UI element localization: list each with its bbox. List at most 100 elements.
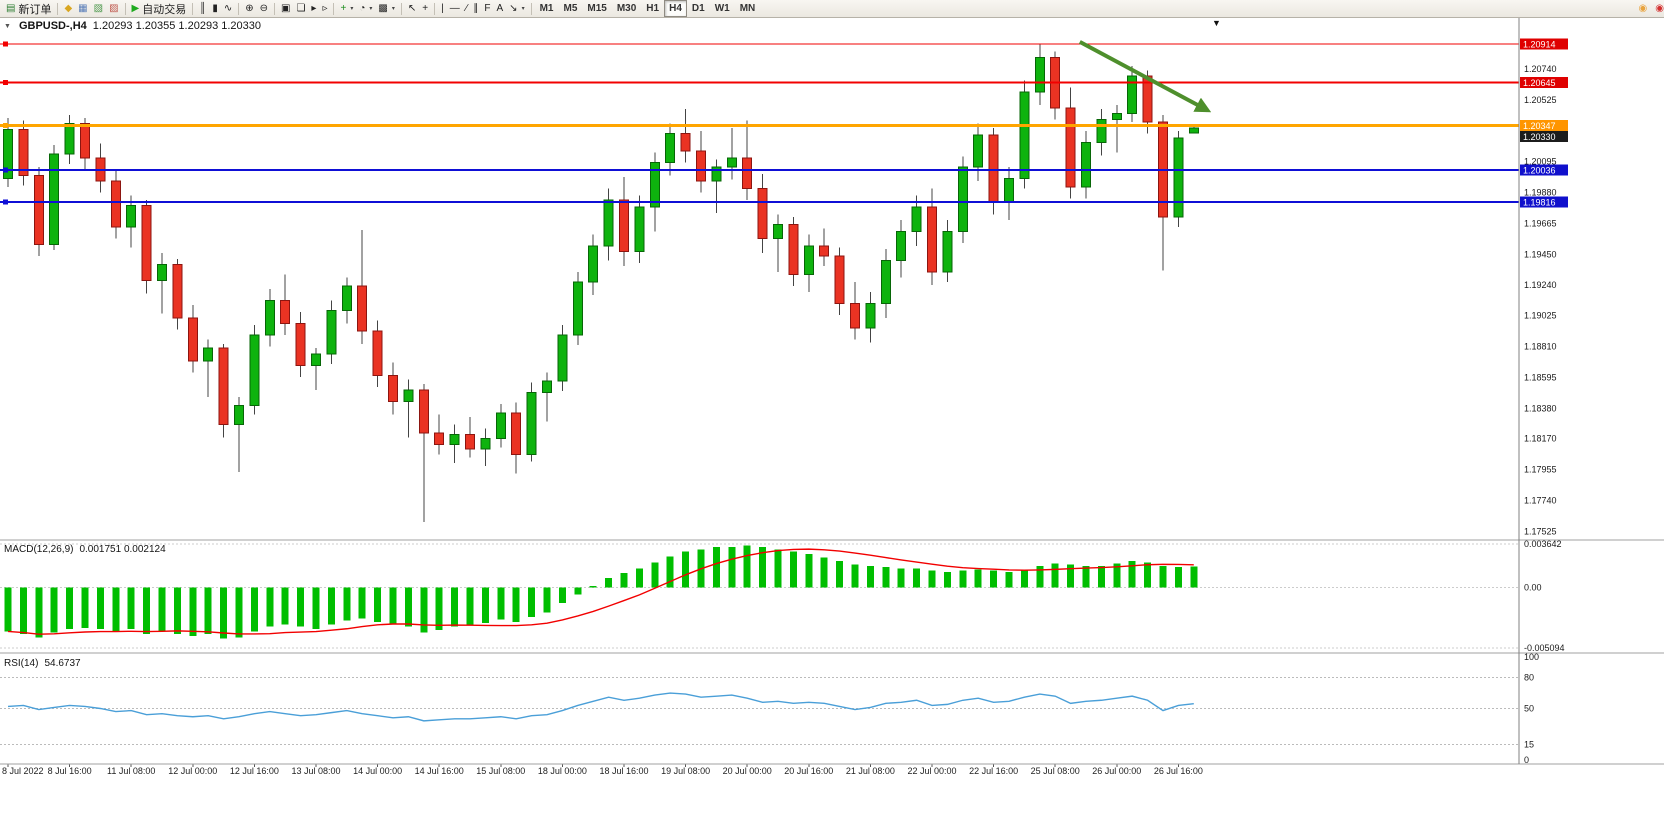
macd-bar [943, 571, 951, 588]
text-icon[interactable]: A [494, 1, 507, 16]
indicators-icon[interactable]: + ▾ [337, 1, 356, 16]
tile-windows-icon[interactable]: ▣ [278, 1, 293, 16]
line-handle[interactable] [3, 80, 8, 86]
macd-label: MACD(12,26,9) 0.001751 0.002124 [4, 544, 166, 555]
timeframe-m15[interactable]: M15 [587, 3, 607, 14]
community-icon[interactable]: ◉ [1636, 1, 1651, 16]
hline-pivot-line[interactable] [0, 122, 1519, 128]
macd-bar [189, 587, 197, 637]
candlestick-chart-icon[interactable]: ▮ [209, 1, 221, 16]
hline-support-2[interactable] [0, 199, 1519, 205]
time-tick-label: 15 Jul 08:00 [476, 766, 525, 776]
zoom-in-icon: ⊕ [245, 2, 254, 14]
cursor-icon[interactable]: ↖ [405, 1, 419, 16]
time-tick-label: 8 Jul 16:00 [48, 766, 92, 776]
line-handle[interactable] [3, 122, 8, 128]
macd-tick-label: 0.00 [1524, 582, 1542, 592]
chart-area: 1.207401.205251.203101.200951.198801.196… [0, 17, 1664, 833]
zoom-in-icon[interactable]: ⊕ [242, 1, 256, 16]
price-tick-label: 1.18380 [1524, 404, 1557, 414]
line-handle[interactable] [3, 167, 8, 173]
timeframe-mn[interactable]: MN [739, 3, 756, 14]
candle-down [850, 302, 860, 329]
timeframe-d1[interactable]: D1 [691, 3, 705, 14]
macd-bar [728, 546, 736, 588]
toolbar-separator [333, 2, 335, 15]
candle-up [264, 300, 275, 336]
macd-bar [250, 587, 258, 632]
candle-up [1096, 118, 1107, 143]
arrows-icon[interactable]: ↘ ▾ [506, 1, 527, 16]
trend-arrow-icon[interactable] [1078, 40, 1212, 113]
macd-bar [312, 587, 320, 630]
candle-up [326, 310, 337, 355]
hline-resistance-1[interactable] [0, 41, 1519, 47]
chart-shift-icon[interactable]: ▹ [319, 1, 330, 16]
cascade-windows-icon[interactable]: ❏ [293, 1, 308, 16]
price-tick-label: 1.18595 [1524, 373, 1557, 383]
candle-up [649, 161, 660, 208]
candle-up [1173, 137, 1184, 218]
market-watch-icon[interactable]: ◆ [61, 1, 75, 16]
new-order-button[interactable]: ▤ 新订单 [3, 1, 54, 16]
line-chart-icon[interactable]: ∿ [221, 1, 235, 16]
candle-up [249, 334, 260, 407]
timeframe-m5[interactable]: M5 [563, 3, 578, 14]
crosshair-icon[interactable]: + [419, 1, 431, 16]
auto-scroll-icon[interactable]: ▸ [308, 1, 319, 16]
macd-bar [1113, 563, 1121, 588]
notifications-icon[interactable]: ◉ [1652, 1, 1664, 16]
time-tick-label: 11 Jul 08:00 [107, 766, 155, 776]
price-tag-resistance-2 [1520, 77, 1568, 89]
candle-up [234, 405, 244, 425]
timeframe-m30[interactable]: M30 [616, 3, 637, 14]
trendline-icon[interactable]: ∕ [463, 1, 471, 16]
candle-down [680, 133, 691, 152]
collapse-chart-icon[interactable]: ▼ [4, 22, 11, 30]
navigator-icon[interactable]: ▧ [91, 1, 106, 16]
time-tick-label: 22 Jul 16:00 [969, 766, 1018, 776]
navigator-icon: ▧ [93, 2, 104, 14]
hline-resistance-2[interactable] [0, 80, 1519, 86]
candle-up [557, 334, 568, 382]
chart-symbol-period: GBPUSD-,H4 [18, 20, 87, 32]
periods-icon[interactable]: ◔ ▾ [356, 1, 375, 16]
macd-bar [143, 587, 151, 634]
chart-shift-marker[interactable]: ▼ [1212, 18, 1221, 28]
time-tick-label: 13 Jul 08:00 [291, 766, 340, 776]
candle-up [49, 153, 60, 245]
cascade-windows-icon: ❏ [296, 2, 306, 14]
autotrade-button[interactable]: ▶ 自动交易 [129, 1, 190, 16]
trend-arrow-object[interactable] [1078, 40, 1212, 113]
timeframe-m1[interactable]: M1 [539, 3, 554, 14]
macd-bar [543, 587, 551, 613]
chart-header: ▼ GBPUSD-,H4 1.20293 1.20355 1.20293 1.2… [4, 20, 261, 32]
line-handle[interactable] [3, 41, 8, 47]
candle-down [357, 285, 368, 332]
templates-icon[interactable]: ▩ ▾ [375, 1, 397, 16]
timeframe-h4[interactable]: H4 [664, 0, 687, 17]
horizontal-line-icon[interactable]: — [447, 1, 463, 16]
timeframe-h1[interactable]: H1 [646, 3, 660, 14]
toolbar: ▤ 新订单 ◆ ▦ ▧ ▨ ▶ 自动交易 ║ ▮ ∿ ⊕ ⊖ ▣ ❏ ▸ ▹ + ▾ ◔ ▾ ▩ ▾ ↖ + | — ∕ ∥ F A ↘ ▾ M1… [0, 0, 1664, 18]
vertical-line-icon[interactable]: | [438, 1, 447, 16]
macd-bar [805, 554, 813, 588]
macd-bar [19, 587, 27, 634]
equidistant-channel-icon[interactable]: ∥ [470, 1, 481, 16]
macd-bar [1067, 564, 1075, 588]
hline-support-1[interactable] [0, 167, 1519, 173]
terminal-icon[interactable]: ▨ [106, 1, 121, 16]
candle-down [434, 432, 445, 445]
line-handle[interactable] [3, 199, 8, 205]
data-window-icon[interactable]: ▦ [75, 1, 90, 16]
price-tick-label: 1.20740 [1524, 64, 1557, 74]
zoom-out-icon[interactable]: ⊖ [257, 1, 271, 16]
candle-down [218, 347, 229, 425]
candle-up [588, 245, 599, 283]
macd-bar [420, 587, 428, 633]
fibonacci-icon[interactable]: F [481, 1, 493, 16]
terminal-icon: ▨ [109, 2, 119, 14]
candle-down [372, 330, 383, 376]
timeframe-w1[interactable]: W1 [714, 3, 730, 14]
bar-chart-icon[interactable]: ║ [196, 1, 209, 16]
